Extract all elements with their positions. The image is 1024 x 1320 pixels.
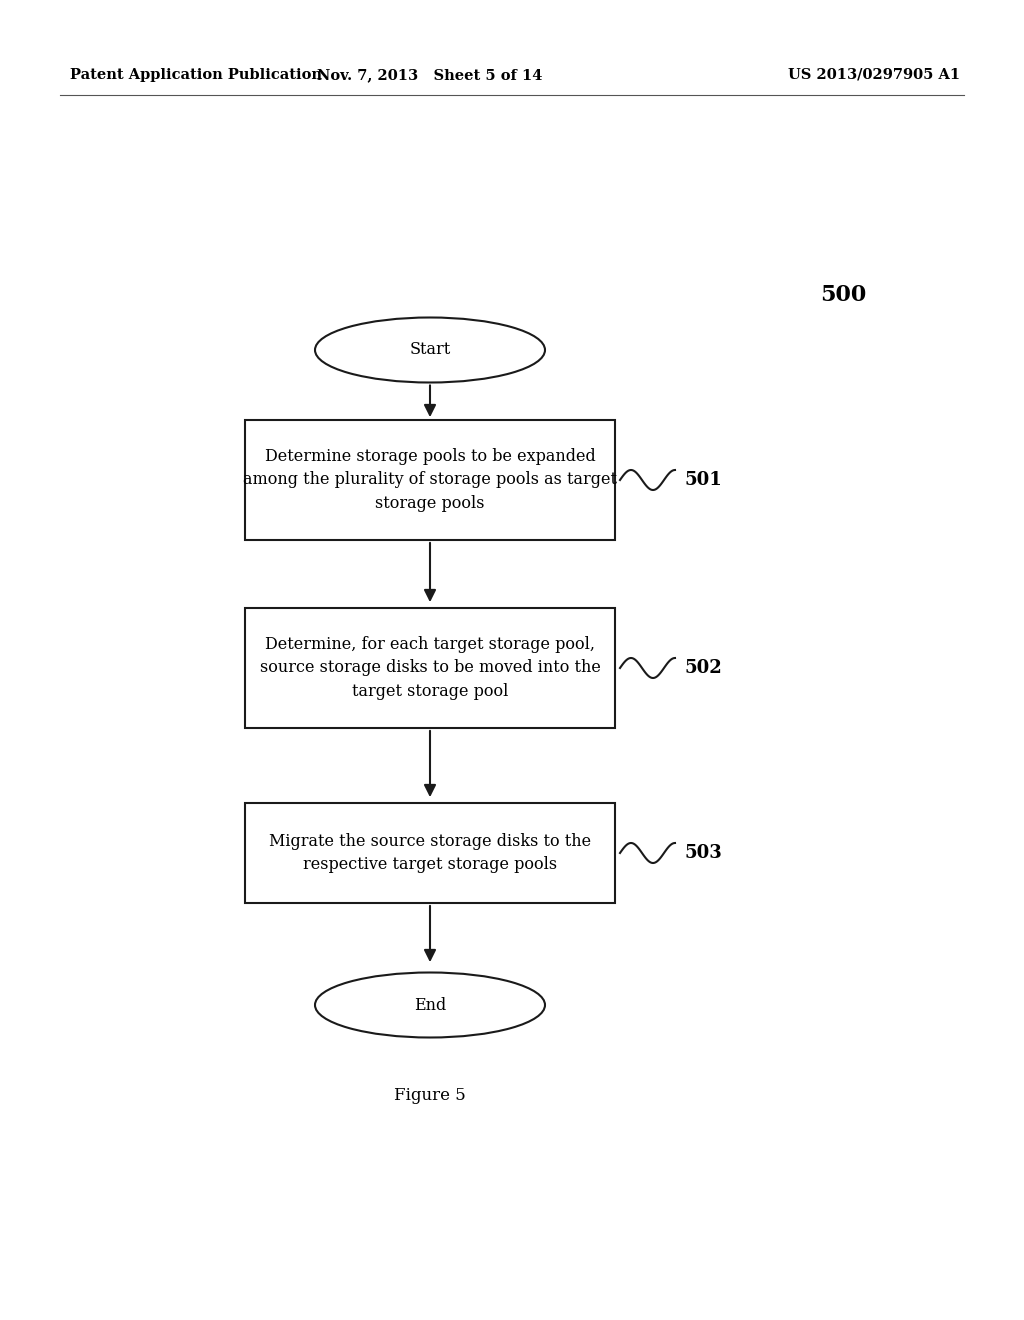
Text: Determine storage pools to be expanded
among the plurality of storage pools as t: Determine storage pools to be expanded a… xyxy=(243,447,617,512)
Ellipse shape xyxy=(315,318,545,383)
Text: Patent Application Publication: Patent Application Publication xyxy=(70,69,322,82)
Text: Figure 5: Figure 5 xyxy=(394,1086,466,1104)
FancyBboxPatch shape xyxy=(245,803,615,903)
Text: 501: 501 xyxy=(685,471,723,488)
Text: Nov. 7, 2013   Sheet 5 of 14: Nov. 7, 2013 Sheet 5 of 14 xyxy=(317,69,543,82)
Text: Migrate the source storage disks to the
respective target storage pools: Migrate the source storage disks to the … xyxy=(269,833,591,874)
FancyBboxPatch shape xyxy=(245,420,615,540)
Text: US 2013/0297905 A1: US 2013/0297905 A1 xyxy=(787,69,961,82)
Text: 502: 502 xyxy=(685,659,723,677)
Text: 500: 500 xyxy=(820,284,866,306)
Text: 503: 503 xyxy=(685,843,723,862)
Ellipse shape xyxy=(315,973,545,1038)
FancyBboxPatch shape xyxy=(245,609,615,729)
Text: Start: Start xyxy=(410,342,451,359)
Text: End: End xyxy=(414,997,446,1014)
Text: Determine, for each target storage pool,
source storage disks to be moved into t: Determine, for each target storage pool,… xyxy=(259,636,600,700)
